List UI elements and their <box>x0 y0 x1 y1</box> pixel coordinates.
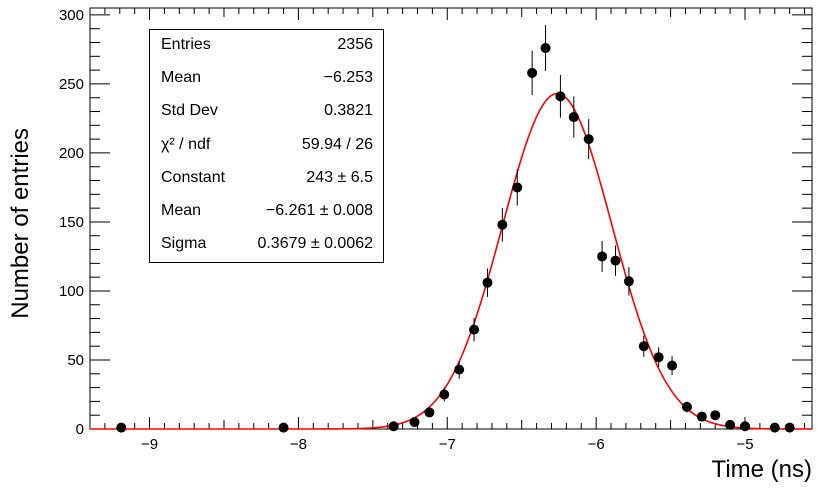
statistics-box: Entries 2356 Mean −6.253 Std Dev 0.3821 … <box>149 29 384 263</box>
stats-value: −6.261 ± 0.008 <box>265 202 373 219</box>
data-points-group <box>116 25 795 433</box>
data-point <box>610 255 621 266</box>
x-axis-title: Time (ns) <box>712 456 812 483</box>
data-point <box>424 407 435 418</box>
data-point <box>667 360 678 371</box>
plot-frame <box>89 7 813 430</box>
data-point <box>278 422 289 433</box>
x-axis-ticks <box>89 8 806 429</box>
stats-row-chi2-ndf: χ² / ndf 59.94 / 26 <box>150 130 383 162</box>
stats-value: 2356 <box>337 36 373 53</box>
data-point <box>653 352 664 363</box>
gaussian-fit-curve <box>90 92 812 430</box>
stats-key: Std Dev <box>161 102 218 119</box>
data-point <box>469 324 480 335</box>
stats-key: Mean <box>161 69 202 86</box>
stats-key: Constant <box>161 169 226 186</box>
fit-curve-group <box>90 92 812 430</box>
stats-value: −6.253 <box>323 69 373 86</box>
data-point <box>597 251 608 262</box>
stats-row-constant: Constant 243 ± 6.5 <box>150 163 383 195</box>
stats-row-entries: Entries 2356 <box>150 30 383 62</box>
data-point <box>409 417 420 428</box>
stats-key: χ² / ndf <box>161 136 211 153</box>
data-point <box>583 134 594 145</box>
stats-key: Entries <box>161 36 211 53</box>
y-tick-label: 50 <box>67 352 84 369</box>
data-point <box>638 341 649 352</box>
y-tick-labels: 0 50 100 150 200 250 300 <box>59 7 84 438</box>
data-point <box>568 112 579 123</box>
data-point <box>725 419 736 430</box>
data-point <box>512 182 523 193</box>
stats-row-mean: Mean −6.253 <box>150 63 383 95</box>
y-tick-label: 0 <box>76 421 84 438</box>
data-point <box>454 364 465 375</box>
data-point <box>710 410 721 421</box>
data-point <box>555 91 566 102</box>
stats-key: Sigma <box>161 235 207 252</box>
data-point <box>696 411 707 422</box>
x-tick-label: −5 <box>736 436 753 453</box>
data-point <box>482 277 493 288</box>
y-tick-label: 200 <box>59 145 84 162</box>
stats-row-std-dev: Std Dev 0.3821 <box>150 96 383 128</box>
data-point <box>527 67 538 78</box>
data-point <box>439 389 450 400</box>
x-tick-label: −9 <box>141 436 158 453</box>
data-point <box>497 219 508 230</box>
stats-value: 59.94 / 26 <box>301 136 373 153</box>
x-tick-label: −8 <box>290 436 307 453</box>
stats-value: 0.3679 ± 0.0062 <box>257 235 373 252</box>
data-point <box>681 401 692 412</box>
y-tick-label: 300 <box>59 7 84 24</box>
x-tick-label: −6 <box>588 436 605 453</box>
y-axis-title: Number of entries <box>7 128 34 319</box>
data-point <box>540 43 551 54</box>
data-point <box>116 422 127 433</box>
x-tick-label: −7 <box>439 436 456 453</box>
stats-row-sigma: Sigma 0.3679 ± 0.0062 <box>150 229 383 261</box>
stats-value: 0.3821 <box>324 102 373 119</box>
data-point <box>388 421 399 432</box>
data-point <box>784 422 795 433</box>
data-point <box>769 422 780 433</box>
data-point <box>623 276 634 287</box>
y-tick-label: 150 <box>59 214 84 231</box>
y-tick-label: 250 <box>59 76 84 93</box>
y-tick-label: 100 <box>59 283 84 300</box>
data-point <box>740 421 751 432</box>
y-axis-ticks <box>90 14 812 430</box>
stats-row-fit-mean: Mean −6.261 ± 0.008 <box>150 196 383 228</box>
stats-value: 243 ± 6.5 <box>306 169 373 186</box>
stats-key: Mean <box>161 202 202 219</box>
x-tick-labels: −9 −8 −7 −6 −5 <box>141 436 754 453</box>
